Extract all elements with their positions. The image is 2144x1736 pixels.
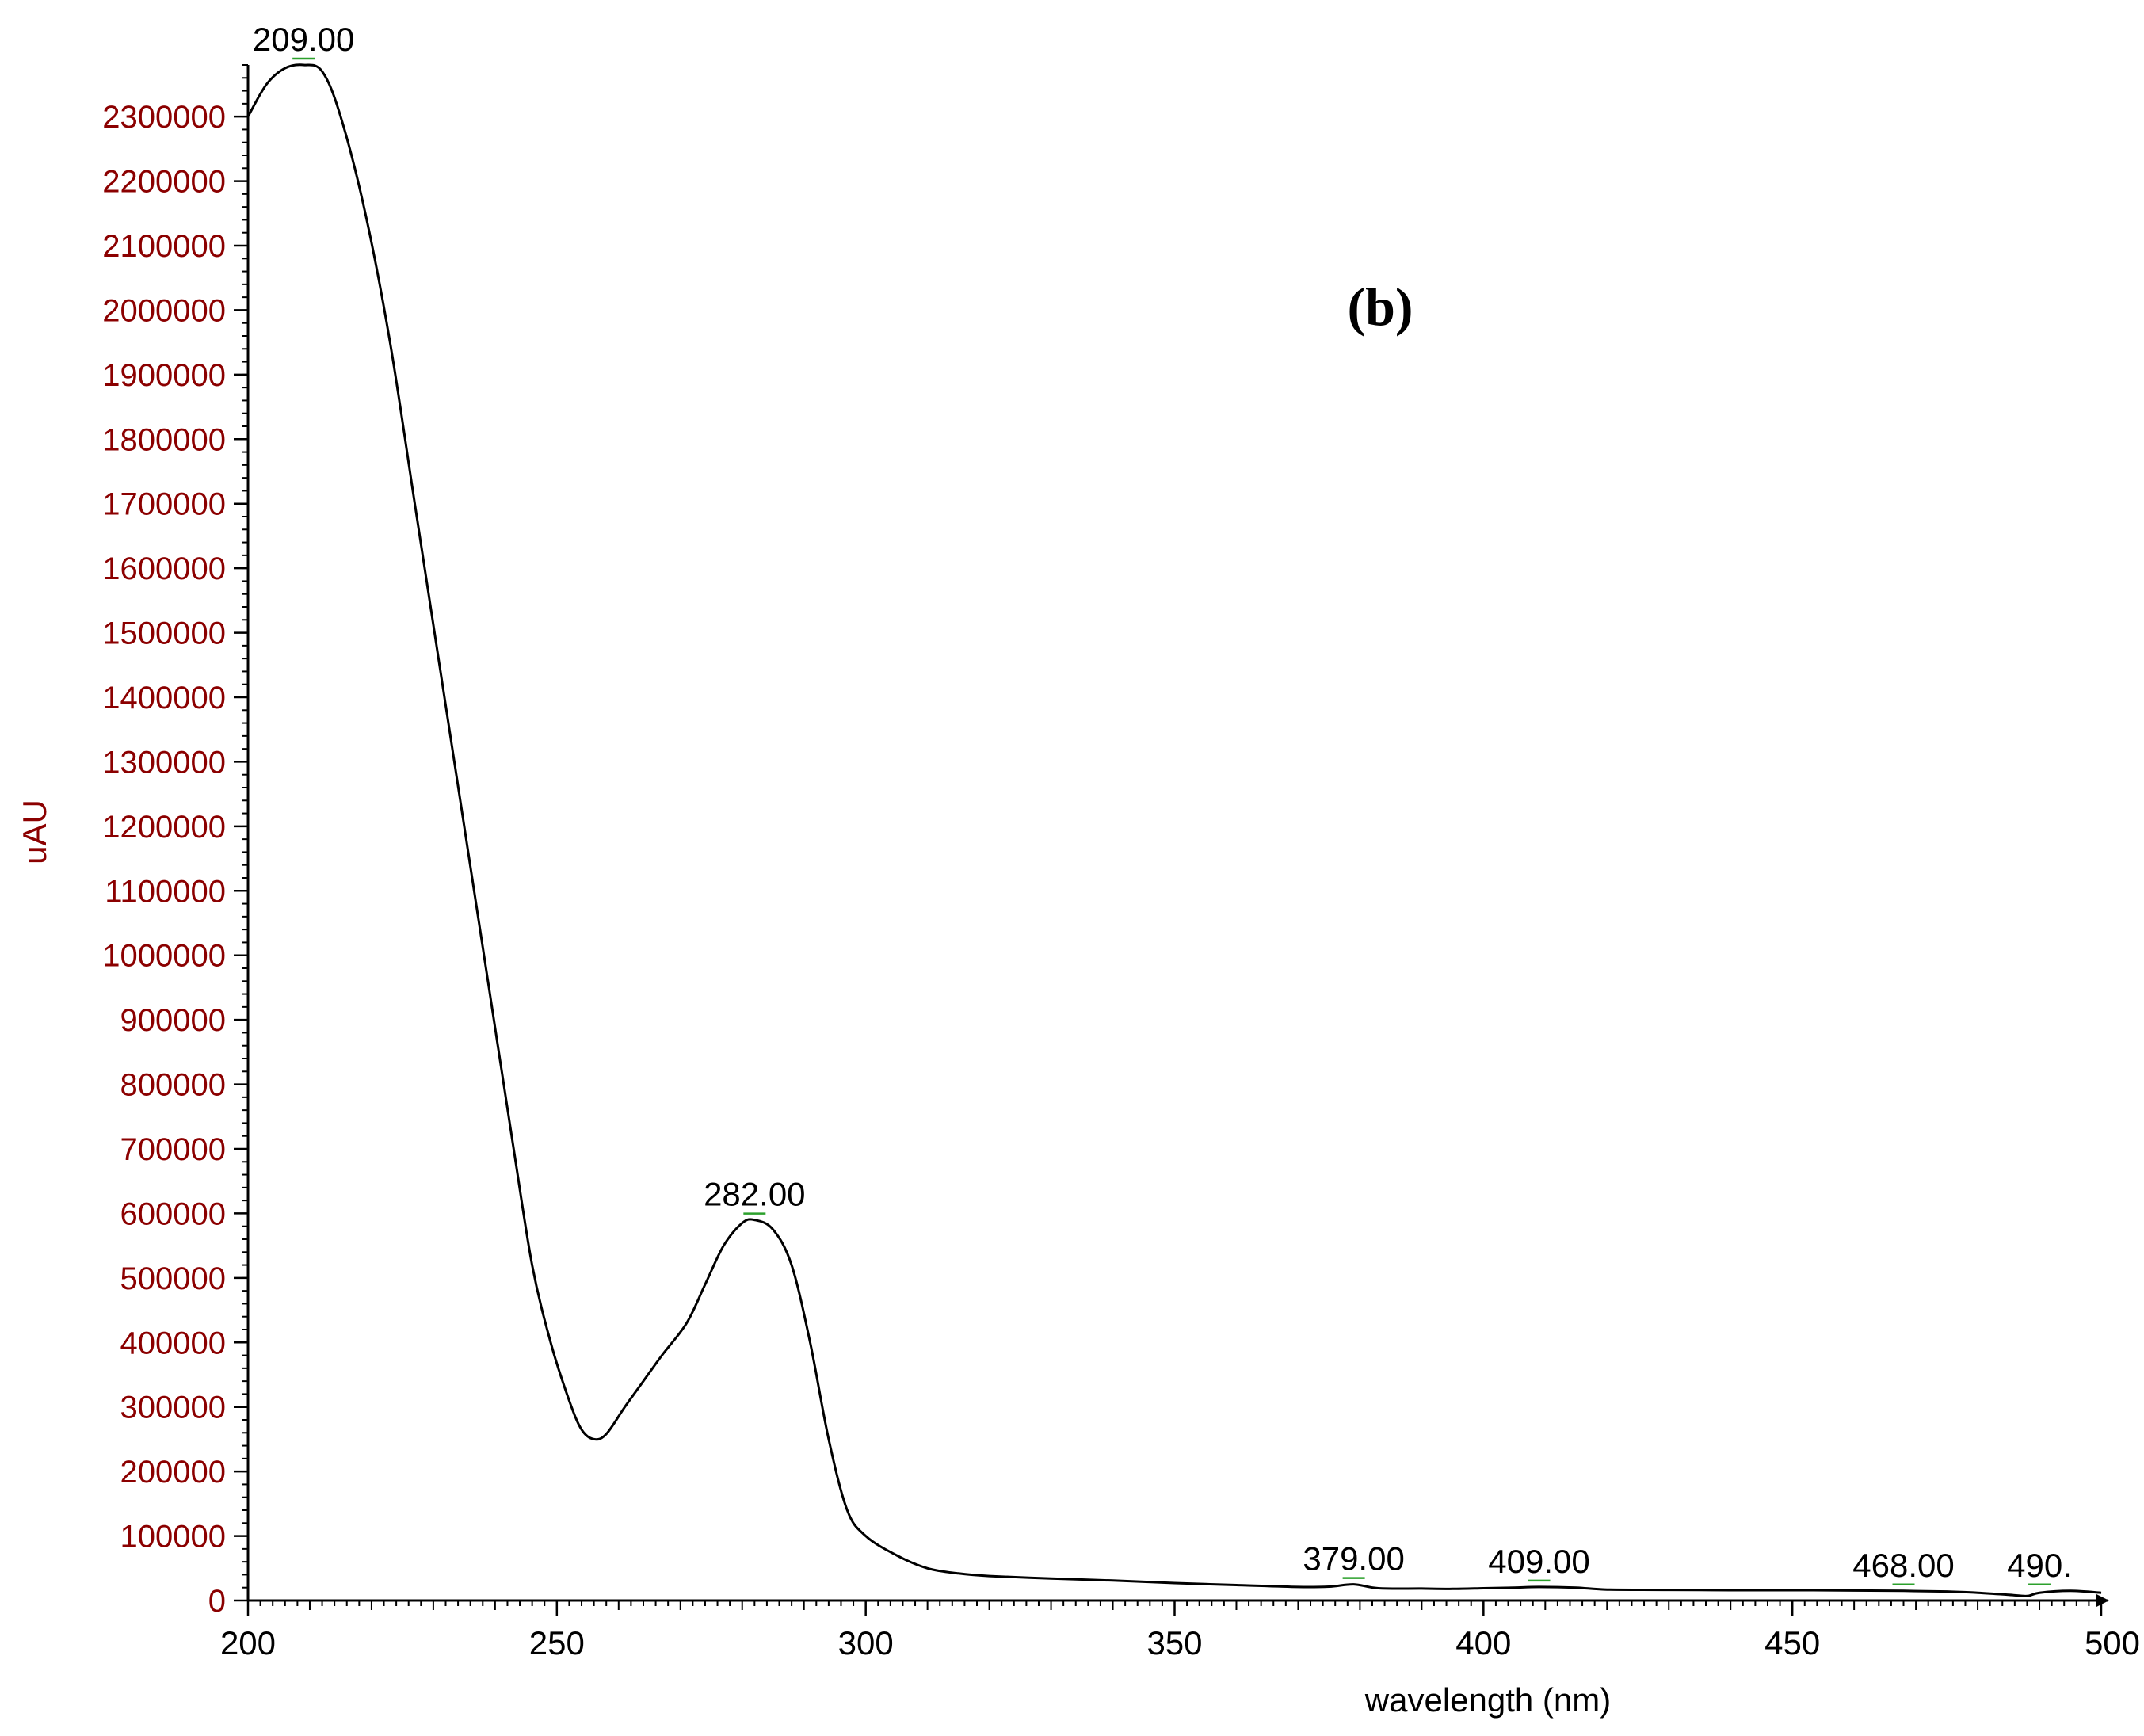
y-tick-label: 1400000	[102, 681, 226, 715]
x-tick-label: 300	[838, 1624, 894, 1662]
y-ticks: 0 100000 200000 300000 400000 500000 600000 700…	[102, 100, 248, 1619]
y-tick-label: 700000	[120, 1132, 226, 1167]
peak-label: 490.	[2007, 1547, 2072, 1584]
y-tick-label: 1300000	[102, 745, 226, 780]
x-tick-label: 450	[1764, 1624, 1820, 1662]
y-tick-label: 300000	[120, 1391, 226, 1425]
y-tick-label: 2100000	[102, 229, 226, 264]
series-line	[246, 63, 2102, 1597]
y-tick-label: 1500000	[102, 616, 226, 651]
y-tick-label: 1900000	[102, 358, 226, 393]
y-tick-label: 1200000	[102, 810, 226, 845]
peak-labels: 209.00 282.00 379.00 409.00 468.00 490.	[253, 21, 2072, 1586]
y-axis-title: uAU	[16, 799, 53, 864]
peak-label: 409.00	[1488, 1543, 1589, 1580]
peak-label: 209.00	[253, 21, 354, 58]
chart-axes	[246, 65, 2109, 1607]
x-tick-label: 200	[220, 1624, 276, 1662]
y-tick-label: 400000	[120, 1326, 226, 1360]
y-tick-label: 2200000	[102, 165, 226, 200]
y-tick-label: 900000	[120, 1003, 226, 1038]
y-tick-label: 0	[208, 1584, 226, 1619]
panel-label: (b)	[1347, 277, 1413, 337]
y-tick-label: 1600000	[102, 551, 226, 586]
y-tick-label: 1100000	[105, 874, 226, 909]
x-tick-label: 500	[2085, 1624, 2140, 1662]
y-tick-label: 1800000	[102, 422, 226, 457]
y-tick-label: 1700000	[102, 487, 226, 522]
y-tick-label: 600000	[120, 1196, 226, 1231]
y-tick-label: 500000	[120, 1261, 226, 1296]
x-tick-label: 400	[1455, 1624, 1511, 1662]
y-tick-label: 1000000	[102, 939, 226, 974]
y-tick-label: 100000	[120, 1520, 226, 1555]
y-tick-label: 200000	[120, 1455, 226, 1490]
peak-label: 379.00	[1303, 1540, 1404, 1578]
y-tick-label: 2300000	[102, 100, 226, 135]
y-tick-label: 800000	[120, 1068, 226, 1103]
y-tick-label: 2000000	[102, 293, 226, 328]
x-ticks: 200 250 300 350 400 450 500	[220, 1601, 2140, 1662]
x-tick-label: 350	[1146, 1624, 1202, 1662]
x-tick-label: 250	[529, 1624, 585, 1662]
x-axis-title: wavelength (nm)	[1364, 1681, 1611, 1719]
x-axis-arrow	[2096, 1594, 2109, 1607]
peak-label: 282.00	[704, 1176, 805, 1213]
peak-label: 468.00	[1852, 1547, 1954, 1584]
